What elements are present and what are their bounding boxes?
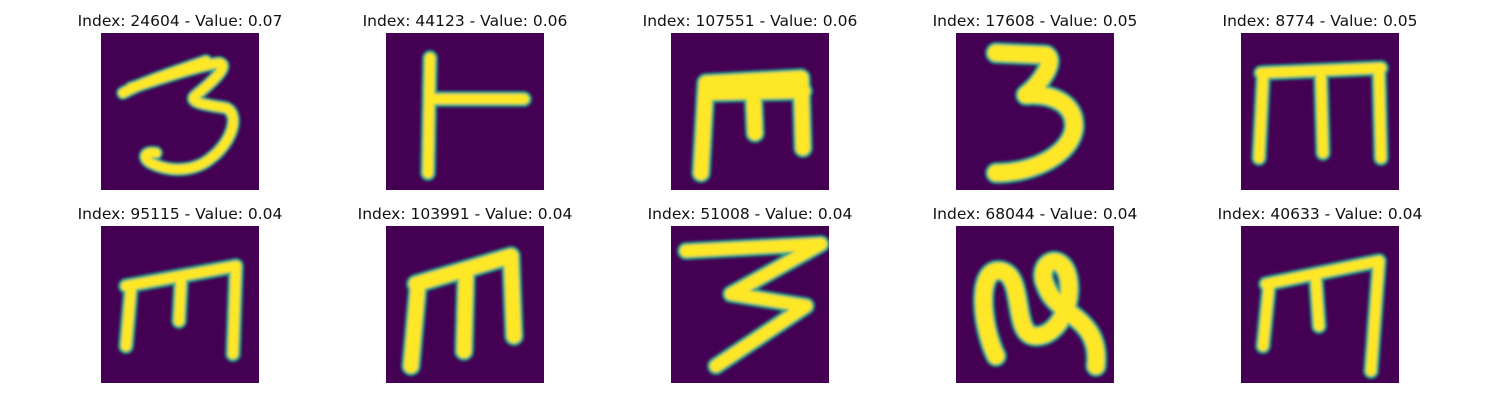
panel-title: Index: 40633 - Value: 0.04 [1217, 205, 1423, 223]
glyph-m-shape [118, 258, 244, 362]
digit-image [386, 226, 544, 383]
glyph-m-shape [1251, 60, 1389, 166]
glyph-m-shape [1255, 253, 1387, 379]
glyph-three-bold [985, 42, 1085, 184]
digit-image [956, 33, 1114, 190]
digit-image [1241, 226, 1399, 383]
panel-4: Index: 17608 - Value: 0.05 [893, 12, 1177, 192]
panel-1: Index: 24604 - Value: 0.07 [38, 12, 322, 192]
panel-8: Index: 51008 - Value: 0.04 [608, 205, 892, 385]
panel-title: Index: 107551 - Value: 0.06 [642, 12, 858, 30]
panel-3: Index: 107551 - Value: 0.06 [608, 12, 892, 192]
digit-image [101, 33, 259, 190]
digit-image [956, 226, 1114, 383]
glyph-vertical-bar-with-crossbar [420, 50, 532, 181]
glyph-three-hooked [116, 54, 241, 177]
digit-image [101, 226, 259, 383]
glyph-three-wide [677, 235, 829, 375]
panel-9: Index: 68044 - Value: 0.04 [893, 205, 1177, 385]
glyph-m-shape [691, 68, 813, 183]
digit-image [386, 33, 544, 190]
panel-title: Index: 103991 - Value: 0.04 [357, 205, 573, 223]
panel-title: Index: 44123 - Value: 0.06 [362, 12, 568, 30]
panel-10: Index: 40633 - Value: 0.04 [1178, 205, 1462, 385]
panel-6: Index: 95115 - Value: 0.04 [38, 205, 322, 385]
digit-image [671, 226, 829, 383]
panel-5: Index: 8774 - Value: 0.05 [1178, 12, 1462, 192]
glyph-m-shape [401, 246, 524, 376]
panel-title: Index: 51008 - Value: 0.04 [647, 205, 853, 223]
glyph-squiggle [972, 250, 1108, 377]
panel-2: Index: 44123 - Value: 0.06 [323, 12, 607, 192]
panel-title: Index: 68044 - Value: 0.04 [932, 205, 1138, 223]
panel-7: Index: 103991 - Value: 0.04 [323, 205, 607, 385]
panel-title: Index: 8774 - Value: 0.05 [1222, 12, 1418, 30]
digit-image [1241, 33, 1399, 190]
digit-image [671, 33, 829, 190]
panel-title: Index: 95115 - Value: 0.04 [77, 205, 283, 223]
panel-title: Index: 17608 - Value: 0.05 [932, 12, 1138, 30]
panel-title: Index: 24604 - Value: 0.07 [77, 12, 283, 30]
